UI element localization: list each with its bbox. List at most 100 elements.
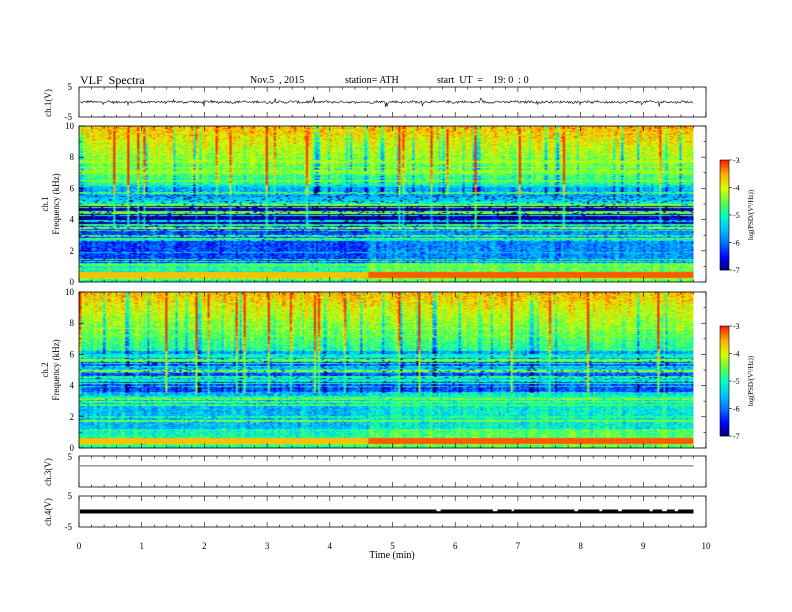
ch1-ytick-bottom: -5 xyxy=(65,112,73,122)
colorbar-swatch xyxy=(720,240,729,243)
time-tick-label: 5 xyxy=(390,541,395,551)
colorbar-swatch xyxy=(720,193,729,196)
ch4-signal-gap xyxy=(492,509,498,512)
colorbar-swatch xyxy=(720,386,729,389)
ch1-spectrogram-image xyxy=(79,126,694,282)
date-label: Nov.5 , 2015 xyxy=(250,75,305,86)
ch4-signal-gap xyxy=(599,509,603,512)
colorbar-swatch xyxy=(720,246,729,249)
colorbar-tick-label: -4 xyxy=(733,350,740,359)
ch4-ylabel: ch.4(V) xyxy=(43,498,53,526)
colorbar-swatch xyxy=(720,176,729,179)
colorbar-swatch xyxy=(720,366,729,369)
colorbar-swatch xyxy=(720,189,729,192)
colorbar-swatch xyxy=(720,349,729,352)
ch2-spectrogram-panel: 0 2 4 6 8 10 ch.2 Frequency (kHz) -3 -4 -5 -6 -7 l… xyxy=(40,287,755,453)
colorbar-swatch xyxy=(720,403,729,406)
colorbar-swatch xyxy=(720,381,729,384)
colorbar-swatch xyxy=(720,408,729,411)
time-tick-label: 2 xyxy=(202,541,207,551)
colorbar-swatch xyxy=(720,344,729,347)
colorbar-swatch xyxy=(720,417,729,420)
colorbar-swatch xyxy=(720,205,729,208)
time-axis: 0 1 2 3 4 5 6 7 8 9 10 xyxy=(77,541,711,551)
colorbar-swatch xyxy=(720,340,729,343)
colorbar-swatch xyxy=(720,224,729,227)
ch1-channel-label: ch.1 xyxy=(40,196,50,211)
colorbar-swatch xyxy=(720,259,729,262)
colorbar-swatch xyxy=(720,264,729,267)
frequency-tick-label: 0 xyxy=(70,277,75,287)
colorbar-swatch xyxy=(720,434,729,437)
colorbar-swatch xyxy=(720,353,729,356)
colorbar-swatch xyxy=(720,174,729,177)
time-tick-label: 4 xyxy=(328,541,333,551)
frequency-tick-label: 2 xyxy=(70,412,75,422)
colorbar-swatch xyxy=(720,202,729,205)
colorbar-swatch xyxy=(720,180,729,183)
frequency-tick-label: 6 xyxy=(70,349,75,359)
ch3-ylabel: ch.3(V) xyxy=(43,458,53,486)
ch4-signal-gap xyxy=(436,509,441,512)
colorbar-tick-label: -7 xyxy=(733,266,740,275)
colorbar-tick-label: -5 xyxy=(733,377,740,386)
colorbar-swatch xyxy=(720,382,729,385)
colorbar-swatch xyxy=(720,393,729,396)
colorbar-swatch xyxy=(720,215,729,218)
colorbar-swatch xyxy=(720,257,729,260)
ch2-spectrogram-ticks: 0 2 4 6 8 10 xyxy=(65,287,707,453)
colorbar-tick-label: -6 xyxy=(733,239,740,248)
colorbar-swatch xyxy=(720,404,729,407)
colorbar-swatch xyxy=(720,401,729,404)
colorbar-swatch xyxy=(720,329,729,332)
colorbar-swatch xyxy=(720,419,729,422)
colorbar-swatch xyxy=(720,370,729,373)
colorbar-swatch xyxy=(720,209,729,212)
colorbar-swatch xyxy=(720,327,729,330)
colorbar-swatch xyxy=(720,395,729,398)
colorbar-swatch xyxy=(720,183,729,186)
colorbar-swatch xyxy=(720,412,729,415)
colorbar-tick-label: -6 xyxy=(733,405,740,414)
colorbar-swatch xyxy=(720,229,729,232)
ch3-ytick-top: 5 xyxy=(68,452,73,462)
ch2-colorbar: -3 -4 -5 -6 -7 log(PSD/(V²/Hz)) xyxy=(719,322,755,441)
colorbar-swatch xyxy=(720,198,729,201)
ch3-waveform-panel: 5 ch.3(V) xyxy=(43,452,707,488)
colorbar-swatch xyxy=(720,213,729,216)
time-tick-label: 6 xyxy=(453,541,458,551)
colorbar-swatch xyxy=(720,333,729,336)
colorbar-swatch xyxy=(720,346,729,349)
colorbar-swatch xyxy=(720,231,729,234)
colorbar-swatch xyxy=(720,331,729,334)
ch1-waveform-ticks xyxy=(78,87,707,117)
frequency-tick-label: 4 xyxy=(70,381,75,391)
colorbar-swatch xyxy=(720,371,729,374)
colorbar-swatch xyxy=(720,375,729,378)
colorbar-swatch xyxy=(720,397,729,400)
colorbar-swatch xyxy=(720,414,729,417)
colorbar-swatch xyxy=(720,390,729,393)
ch4-signal-gap xyxy=(649,509,653,512)
colorbar-tick-label: -3 xyxy=(733,156,740,165)
colorbar-swatch xyxy=(720,379,729,382)
ch1-frequency-label: Frequency (kHz) xyxy=(51,173,61,234)
colorbar-tick-label: -4 xyxy=(733,184,740,193)
frequency-tick-label: 4 xyxy=(70,215,75,225)
colorbar-swatch xyxy=(720,218,729,221)
ch1-spectrogram-ticks: 0 2 4 6 8 10 xyxy=(65,121,707,287)
colorbar-swatch xyxy=(720,160,729,163)
colorbar-swatch xyxy=(720,194,729,197)
ch1-ytick-top: 5 xyxy=(68,82,73,92)
colorbar-swatch xyxy=(720,338,729,341)
time-axis-label: Time (min) xyxy=(369,550,414,561)
colorbar-swatch xyxy=(720,430,729,433)
colorbar-swatch xyxy=(720,227,729,230)
ch2-channel-label: ch.2 xyxy=(40,362,50,377)
colorbar-swatch xyxy=(720,253,729,256)
colorbar-swatch xyxy=(720,266,729,269)
colorbar-swatch xyxy=(720,348,729,351)
colorbar-swatch xyxy=(720,251,729,254)
station-label: station= ATH xyxy=(345,75,399,86)
ch4-waveform-ticks xyxy=(78,496,707,527)
